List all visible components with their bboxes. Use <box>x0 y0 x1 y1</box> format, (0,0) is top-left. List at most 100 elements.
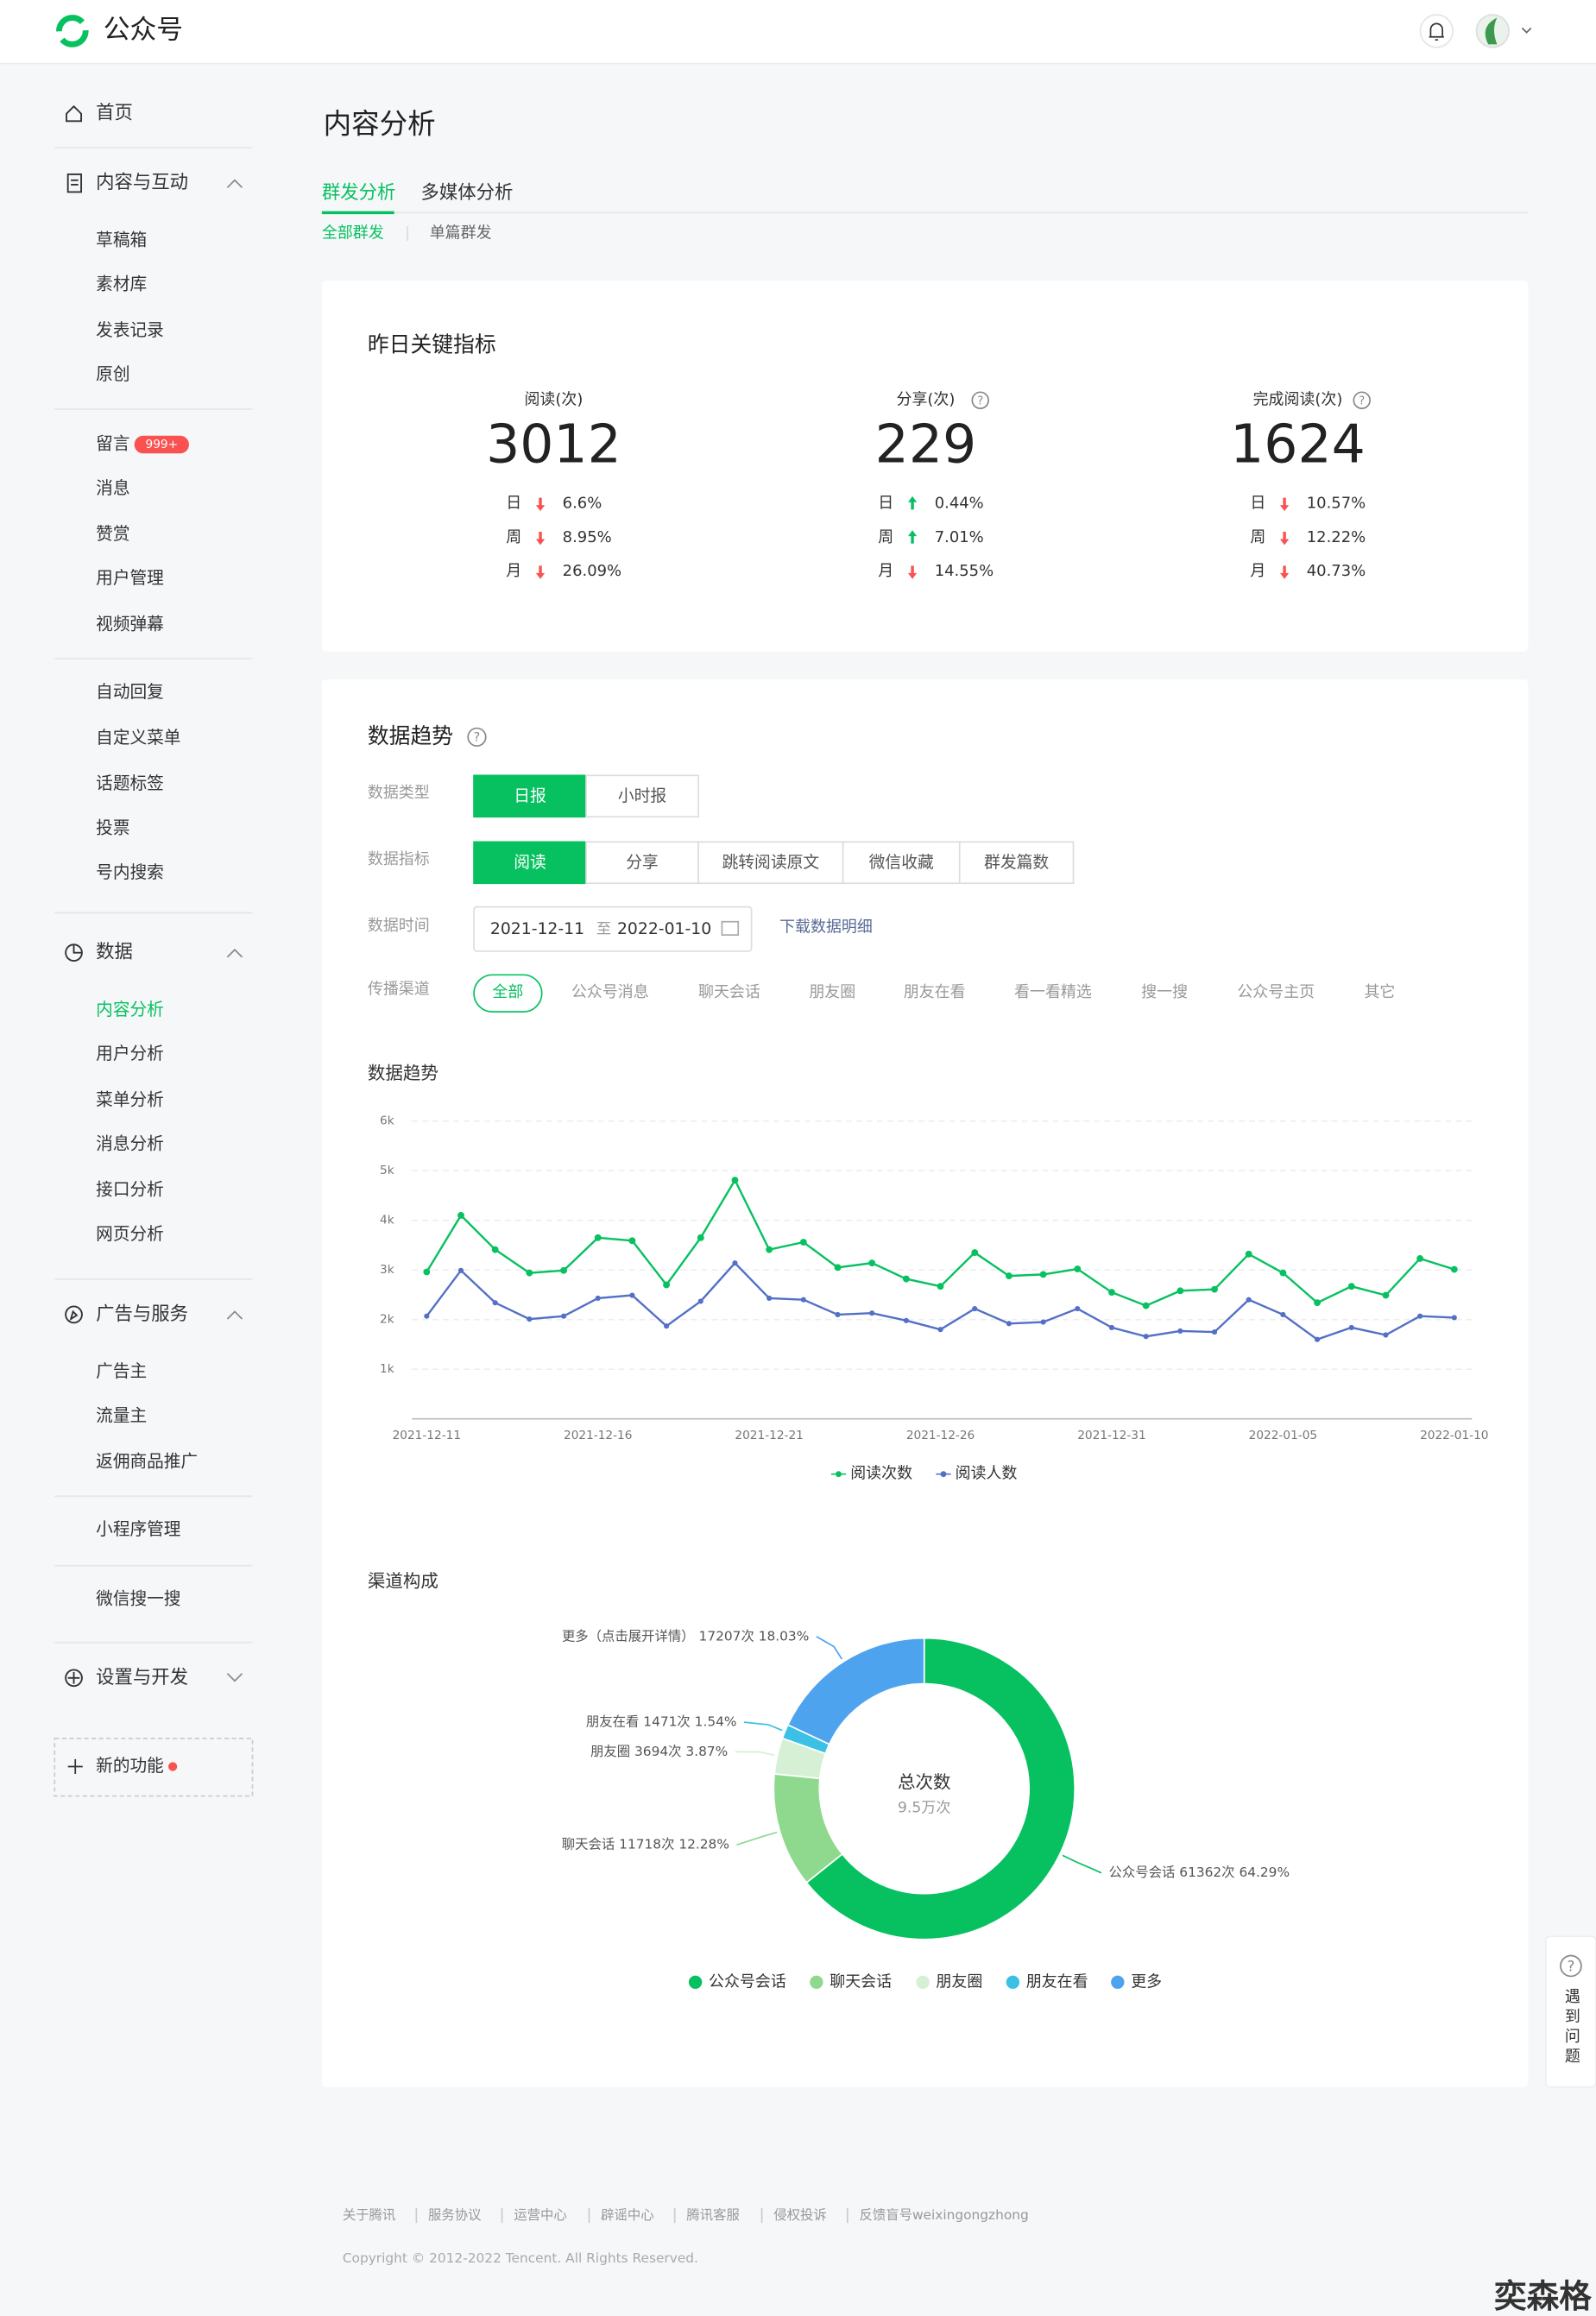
nav-item[interactable]: 话题标签 <box>96 773 164 793</box>
help-float[interactable] <box>1544 1935 1596 2088</box>
pie-slice[interactable] <box>786 1637 925 1745</box>
nav-item[interactable]: 消息分析 <box>96 1134 164 1154</box>
legend-label[interactable]: 朋友圈 <box>936 1972 982 1991</box>
nav-item[interactable]: 广告主 <box>96 1361 147 1381</box>
legend-label[interactable]: 阅读人数 <box>956 1465 1018 1483</box>
nav-item[interactable]: 网页分析 <box>96 1224 164 1244</box>
nav-item[interactable]: 菜单分析 <box>96 1089 164 1109</box>
nav-chevron[interactable] <box>226 949 243 958</box>
segment-label[interactable]: 群发篇数 <box>984 853 1049 872</box>
legend-label[interactable]: 更多 <box>1131 1972 1162 1991</box>
nav-item[interactable]: 赞赏 <box>96 524 129 544</box>
point <box>972 1305 978 1312</box>
slice-label: 朋友圈 3694次 3.87% <box>590 1744 728 1759</box>
footer-link[interactable]: 关于腾讯 <box>343 2207 395 2223</box>
tab[interactable]: 多媒体分析 <box>420 182 513 204</box>
segment-button[interactable] <box>585 774 699 818</box>
nav-chevron[interactable] <box>226 179 243 188</box>
segment-label[interactable]: 阅读 <box>514 853 546 872</box>
nav-group[interactable]: 内容与互动 <box>96 172 188 193</box>
tab[interactable]: 群发分析 <box>322 182 395 204</box>
nav-item[interactable]: 小程序管理 <box>96 1519 180 1539</box>
channel-option[interactable]: 聊天会话 <box>698 983 760 1001</box>
nav-item[interactable]: 接口分析 <box>96 1180 164 1200</box>
point <box>1450 1265 1458 1273</box>
help-icon[interactable] <box>1560 1954 1582 1978</box>
channel-option[interactable]: 公众号消息 <box>571 983 649 1001</box>
segment-label[interactable]: 小时报 <box>618 786 667 805</box>
nav-item[interactable]: 流量主 <box>96 1405 147 1425</box>
nav-group[interactable]: 广告与服务 <box>96 1303 188 1325</box>
nav-group[interactable]: 数据 <box>96 942 133 963</box>
footer-link[interactable]: 反馈盲号weixingongzhong <box>859 2207 1028 2223</box>
help-icon[interactable] <box>971 391 990 409</box>
nav-item[interactable]: 留言 <box>96 434 129 454</box>
nav-item[interactable]: 草稿箱 <box>96 230 147 249</box>
point <box>629 1292 635 1298</box>
nav-item[interactable]: 微信搜一搜 <box>96 1589 180 1609</box>
legend-label[interactable]: 朋友在看 <box>1026 1972 1088 1991</box>
segment-label[interactable]: 分享 <box>626 853 659 872</box>
legend-label[interactable]: 聊天会话 <box>830 1972 892 1991</box>
channel-option[interactable]: 搜一搜 <box>1141 983 1188 1001</box>
date-range[interactable] <box>473 906 753 952</box>
nav-item[interactable]: 投票 <box>96 817 129 837</box>
subtab[interactable]: 单篇群发 <box>430 224 492 242</box>
footer-link[interactable]: 运营中心 <box>514 2207 566 2223</box>
channel-option[interactable]: 看一看精选 <box>1014 983 1092 1001</box>
segment-label[interactable]: 跳转阅读原文 <box>722 853 819 872</box>
footer-link[interactable]: 腾讯客服 <box>686 2207 739 2223</box>
nav-item[interactable]: 视频弹幕 <box>96 614 164 634</box>
subtab[interactable]: 全部群发 <box>322 224 384 242</box>
segment-button[interactable] <box>842 841 961 885</box>
nav-item[interactable]: 用户管理 <box>96 568 164 588</box>
nav-item[interactable]: 新的功能 <box>96 1756 164 1776</box>
channel-option[interactable]: 朋友在看 <box>904 983 966 1001</box>
nav-item[interactable]: 原创 <box>96 364 129 384</box>
logo-text[interactable]: 公众号 <box>104 14 183 45</box>
nav-group[interactable]: 设置与开发 <box>96 1667 188 1688</box>
channel-option[interactable]: 其它 <box>1364 983 1395 1001</box>
nav-item[interactable]: 用户分析 <box>96 1044 164 1063</box>
segment-button[interactable] <box>473 841 587 885</box>
point <box>903 1317 909 1323</box>
channel-option[interactable]: 全部 <box>492 983 523 1001</box>
nav-item[interactable]: 内容分析 <box>96 1000 164 1019</box>
segment-button[interactable] <box>697 841 844 885</box>
footer-link[interactable]: 侵权投诉 <box>773 2207 826 2223</box>
channel-option[interactable]: 公众号主页 <box>1237 983 1315 1001</box>
header-bar <box>0 0 1596 64</box>
help-icon[interactable] <box>1353 391 1371 409</box>
nav-chevron[interactable] <box>226 1310 243 1320</box>
footer-link[interactable]: 服务协议 <box>428 2207 481 2223</box>
channel-option[interactable]: 朋友圈 <box>809 983 855 1001</box>
change-value: 12.22% <box>1307 528 1366 546</box>
nav-item[interactable]: 发表记录 <box>96 320 164 340</box>
help-icon[interactable] <box>467 727 487 747</box>
segment-button[interactable] <box>473 774 587 818</box>
nav-item[interactable]: 素材库 <box>96 275 147 294</box>
new-feature-box[interactable] <box>54 1738 254 1797</box>
legend-marker <box>940 1471 947 1478</box>
segment-label[interactable]: 日报 <box>514 786 546 805</box>
legend-marker <box>836 1471 842 1478</box>
legend-label[interactable]: 阅读次数 <box>850 1465 912 1483</box>
download-link[interactable]: 下载数据明细 <box>779 918 873 937</box>
nav-item[interactable]: 返佣商品推广 <box>96 1451 198 1471</box>
nav-group[interactable]: 首页 <box>96 103 133 124</box>
nav-item[interactable]: 自定义菜单 <box>96 728 180 748</box>
footer-link[interactable]: 辟谣中心 <box>601 2207 653 2223</box>
nav-item[interactable]: 自动回复 <box>96 682 164 702</box>
segment-button[interactable] <box>958 841 1075 885</box>
channel-pill[interactable] <box>473 974 543 1013</box>
segment-button[interactable] <box>585 841 699 885</box>
nav-item[interactable]: 号内搜索 <box>96 862 164 882</box>
segment-label[interactable]: 微信收藏 <box>869 853 934 872</box>
metric-value: 229 <box>875 413 977 476</box>
legend-marker <box>1006 1975 1020 1989</box>
legend-label[interactable]: 公众号会话 <box>709 1972 786 1991</box>
nav-item[interactable]: 消息 <box>96 478 129 498</box>
nav-chevron[interactable] <box>226 1673 243 1682</box>
bell-button[interactable] <box>1419 14 1454 48</box>
pie-slice[interactable] <box>805 1637 1076 1941</box>
